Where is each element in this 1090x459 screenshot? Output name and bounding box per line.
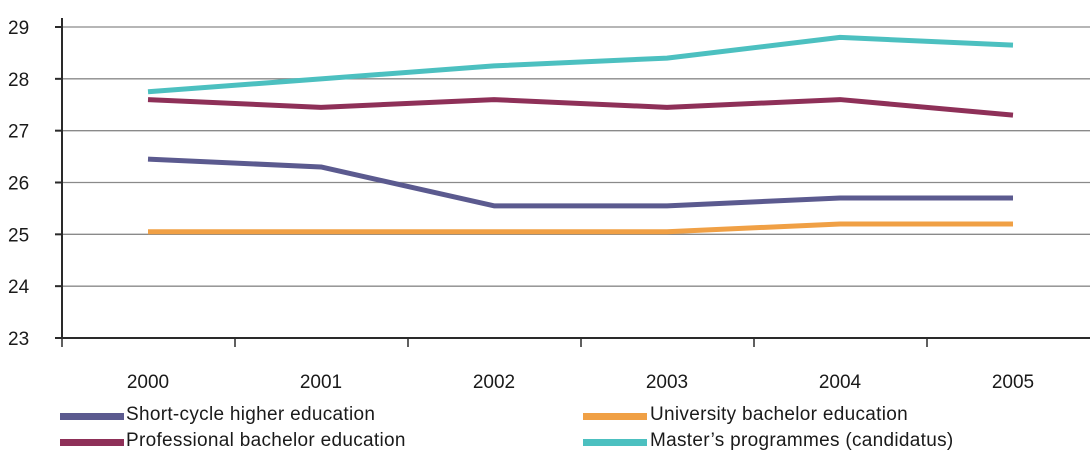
legend-label: University bachelor education bbox=[650, 404, 908, 425]
x-tick-label-2005: 2005 bbox=[992, 372, 1034, 393]
y-tick-label: 24 bbox=[8, 277, 30, 298]
series-line-0 bbox=[147, 156, 1013, 209]
x-tick-label-2004: 2004 bbox=[819, 372, 862, 393]
axes bbox=[55, 18, 928, 347]
legend-swatch bbox=[583, 439, 647, 446]
legend-label: Master’s programmes (candidatus) bbox=[650, 430, 954, 451]
tick-labels: 23 24 25 26 27 28 29 2000 2001 2002 2003 2004 2005 bbox=[8, 18, 1034, 393]
series-line-1 bbox=[148, 221, 1013, 235]
legend: Short-cycle higher education University b… bbox=[60, 404, 954, 451]
y-tick-label: 29 bbox=[8, 18, 29, 39]
y-tick-label: 27 bbox=[8, 122, 29, 143]
gridlines bbox=[62, 26, 1090, 339]
y-tick-label: 28 bbox=[8, 70, 29, 91]
x-tick-label-2003: 2003 bbox=[646, 372, 688, 393]
legend-swatch bbox=[60, 413, 124, 420]
legend-item-0: Short-cycle higher education bbox=[60, 404, 375, 425]
series-line-3 bbox=[147, 34, 1014, 95]
legend-swatch bbox=[60, 439, 124, 446]
series-lines bbox=[147, 34, 1014, 235]
y-tick-label: 25 bbox=[8, 225, 29, 246]
series-line-2 bbox=[147, 97, 1014, 118]
legend-item-1: University bachelor education bbox=[583, 404, 908, 425]
legend-item-3: Master’s programmes (candidatus) bbox=[583, 430, 954, 451]
legend-label: Short-cycle higher education bbox=[126, 404, 375, 425]
legend-label: Professional bachelor education bbox=[126, 430, 406, 451]
x-tick-label-2000: 2000 bbox=[127, 372, 169, 393]
legend-swatch bbox=[583, 413, 647, 420]
legend-item-2: Professional bachelor education bbox=[60, 430, 406, 451]
x-tick-label-2001: 2001 bbox=[300, 372, 342, 393]
y-tick-label: 26 bbox=[8, 174, 29, 195]
x-tick-label-2002: 2002 bbox=[473, 372, 515, 393]
y-tick-label: 23 bbox=[8, 329, 29, 350]
